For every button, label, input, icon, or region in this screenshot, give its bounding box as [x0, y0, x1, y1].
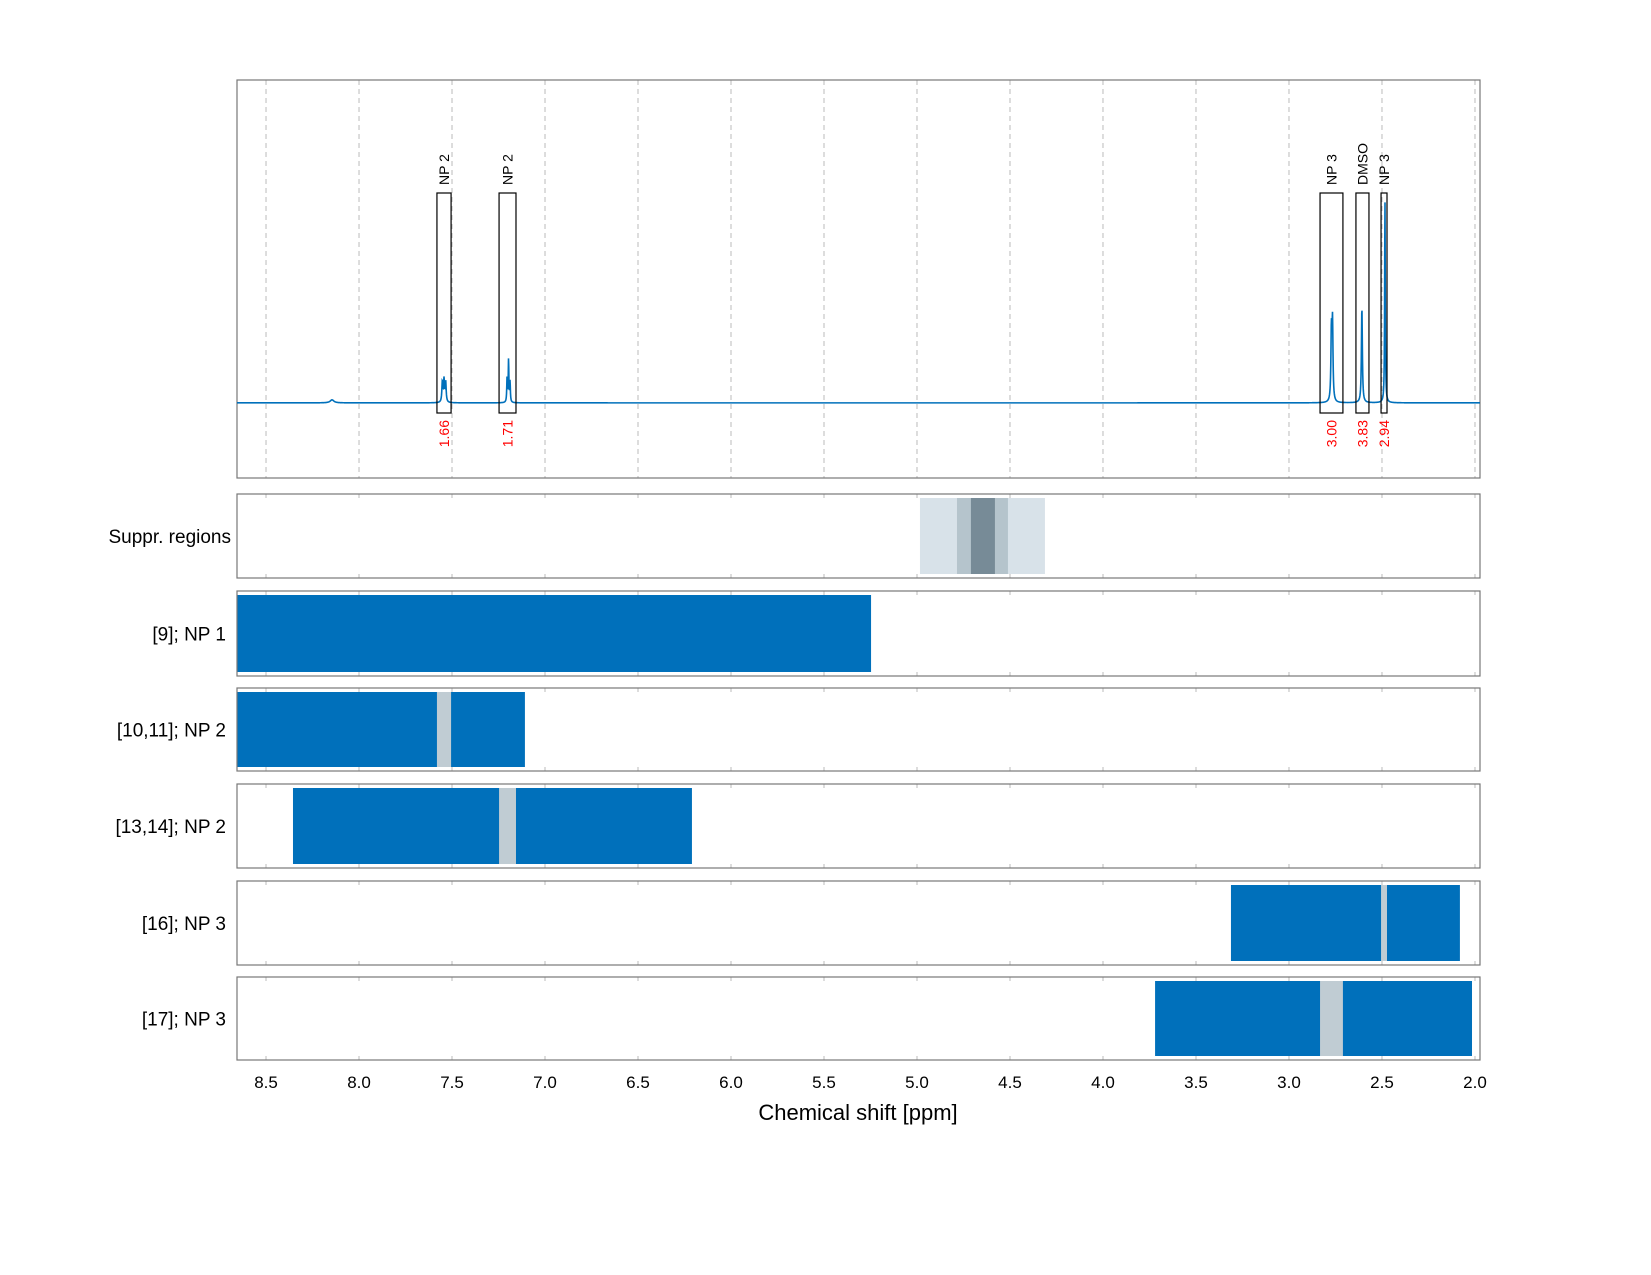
excluded-region [1320, 981, 1343, 1056]
integration-region-box [498, 192, 517, 414]
excluded-region [436, 692, 452, 767]
x-axis-label: Chemical shift [ppm] [758, 1100, 957, 1125]
range-bar [1230, 885, 1460, 961]
x-tick-label: 3.0 [1277, 1073, 1301, 1092]
row-panels: Suppr. regions [9]; NP 1 [10,11]; NP 2 [13,… [108, 493, 1481, 1061]
suppression-band [970, 498, 995, 574]
x-tick-label: 6.0 [719, 1073, 743, 1092]
range-bar [292, 788, 692, 864]
spectrum-panel: NP 2 1.66 NP 2 1.71 NP 3 3.00 DMSO 3.83 NP 3 2.94 [236, 79, 1481, 479]
x-axis: 8.5 8.0 7.5 7.0 6.5 6.0 5.5 5.0 4.5 4.0 3.5 3.0 2.5 2… [254, 1073, 1487, 1092]
x-tick-label: 5.0 [905, 1073, 929, 1092]
x-tick-label: 7.5 [440, 1073, 464, 1092]
row-label: [17]; NP 3 [142, 1010, 226, 1031]
panel-frame [236, 590, 1481, 677]
x-tick-label: 8.5 [254, 1073, 278, 1092]
integration-region-box [1380, 192, 1388, 414]
row-label: [9]; NP 1 [152, 625, 226, 646]
x-tick-label: 2.0 [1463, 1073, 1487, 1092]
panel-frame [236, 783, 1481, 869]
excluded-region [499, 788, 516, 864]
x-tick-label: 8.0 [347, 1073, 371, 1092]
row-label: Suppr. regions [108, 527, 231, 548]
x-tick-label: 4.0 [1091, 1073, 1115, 1092]
integral-value: 3.83 [1354, 420, 1370, 447]
region-label: NP 3 [1376, 154, 1392, 185]
grid-lines [265, 80, 1476, 1060]
x-tick-label: 2.5 [1370, 1073, 1394, 1092]
integration-region-box [436, 192, 452, 414]
panel-frame [236, 880, 1481, 966]
integral-value: 2.94 [1376, 420, 1392, 447]
region-label: NP 2 [436, 154, 452, 185]
integral-value: 1.71 [500, 420, 516, 447]
plot-frame [236, 79, 1481, 479]
range-bar [237, 692, 525, 767]
excluded-region [1381, 885, 1388, 961]
row-label: [13,14]; NP 2 [115, 817, 226, 838]
region-label: NP 2 [500, 154, 516, 185]
panel-frame [236, 493, 1481, 579]
integration-region-box [1319, 192, 1344, 414]
spectrum-line [237, 202, 1480, 404]
range-bar [237, 595, 872, 672]
region-label: NP 3 [1323, 154, 1339, 185]
x-tick-label: 4.5 [998, 1073, 1022, 1092]
x-tick-label: 3.5 [1184, 1073, 1208, 1092]
row-label: [16]; NP 3 [142, 914, 226, 935]
x-tick-label: 5.5 [812, 1073, 836, 1092]
panel-frame [236, 976, 1481, 1061]
x-tick-label: 6.5 [626, 1073, 650, 1092]
integration-region-box [1355, 192, 1370, 414]
panel-frame [236, 687, 1481, 772]
row-label: [10,11]; NP 2 [117, 721, 226, 742]
integral-value: 1.66 [436, 420, 452, 447]
integral-value: 3.00 [1323, 420, 1339, 447]
region-label: DMSO [1354, 143, 1370, 185]
range-bar [1155, 981, 1473, 1056]
x-tick-label: 7.0 [533, 1073, 557, 1092]
